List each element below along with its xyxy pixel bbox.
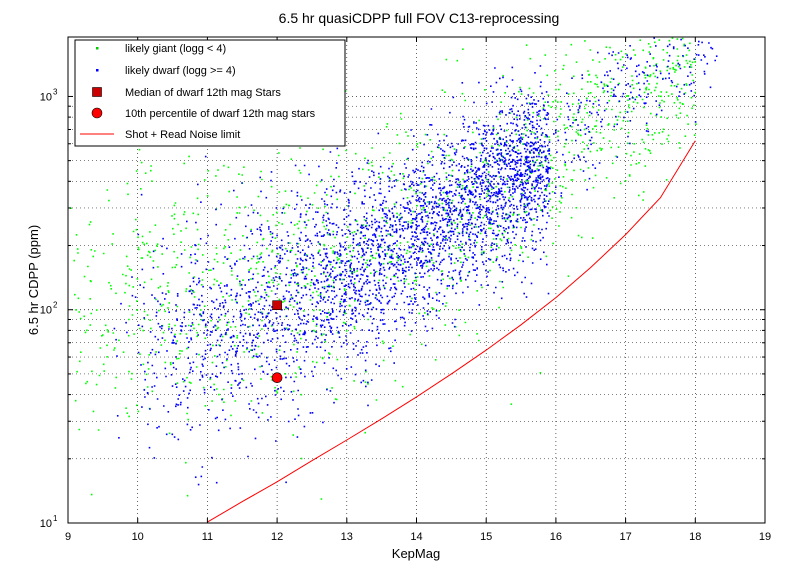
legend-label: likely giant (logg < 4) bbox=[125, 43, 226, 55]
x-tick-label: 9 bbox=[65, 531, 71, 543]
y-tick-label: 10 bbox=[40, 305, 52, 317]
x-tick-label: 11 bbox=[202, 531, 213, 543]
legend-dwarf-icon bbox=[96, 69, 99, 72]
legend-circle-icon bbox=[91, 107, 103, 119]
legend-giant-icon bbox=[96, 47, 99, 50]
legend-label: Median of dwarf 12th mag Stars bbox=[125, 87, 281, 99]
legend-label: likely dwarf (logg >= 4) bbox=[125, 65, 236, 77]
legend-box bbox=[74, 39, 346, 147]
y-axis-title: 6.5 hr CDPP (ppm) bbox=[26, 225, 41, 335]
x-tick-label: 12 bbox=[271, 531, 283, 543]
x-tick-labels: 9 10 11 12 13 14 15 16 17 18 19 bbox=[65, 531, 771, 543]
x-tick-label: 13 bbox=[341, 531, 353, 543]
legend-label: 10th percentile of dwarf 12th mag stars bbox=[125, 108, 316, 120]
median-marker bbox=[272, 300, 282, 311]
x-tick-label: 18 bbox=[689, 531, 701, 543]
legend-square-icon bbox=[92, 87, 102, 97]
x-tick-label: 15 bbox=[480, 531, 492, 543]
legend-label: Shot + Read Noise limit bbox=[125, 129, 240, 141]
noise-limit-line bbox=[207, 140, 696, 523]
x-axis-title: KepMag bbox=[392, 546, 440, 561]
data-layer bbox=[70, 37, 718, 523]
y-tick-exponent: 3 bbox=[53, 87, 58, 96]
y-tick-label: 10 bbox=[40, 91, 52, 103]
x-tick-label: 14 bbox=[410, 531, 422, 543]
y-tick-exponent: 2 bbox=[53, 301, 58, 310]
y-tick-label: 10 bbox=[40, 518, 52, 530]
chart-title: 6.5 hr quasiCDPP full FOV C13-reprocessi… bbox=[279, 10, 560, 26]
x-tick-label: 10 bbox=[132, 531, 144, 543]
x-tick-label: 17 bbox=[619, 531, 631, 543]
marker-layer bbox=[207, 140, 696, 523]
x-tick-label: 16 bbox=[550, 531, 562, 543]
percentile-marker bbox=[271, 372, 283, 384]
grid-lines bbox=[68, 37, 765, 523]
legend: likely giant (logg < 4) likely dwarf (log… bbox=[74, 39, 346, 147]
x-tick-label: 19 bbox=[759, 531, 771, 543]
y-tick-exponent: 1 bbox=[53, 514, 58, 523]
